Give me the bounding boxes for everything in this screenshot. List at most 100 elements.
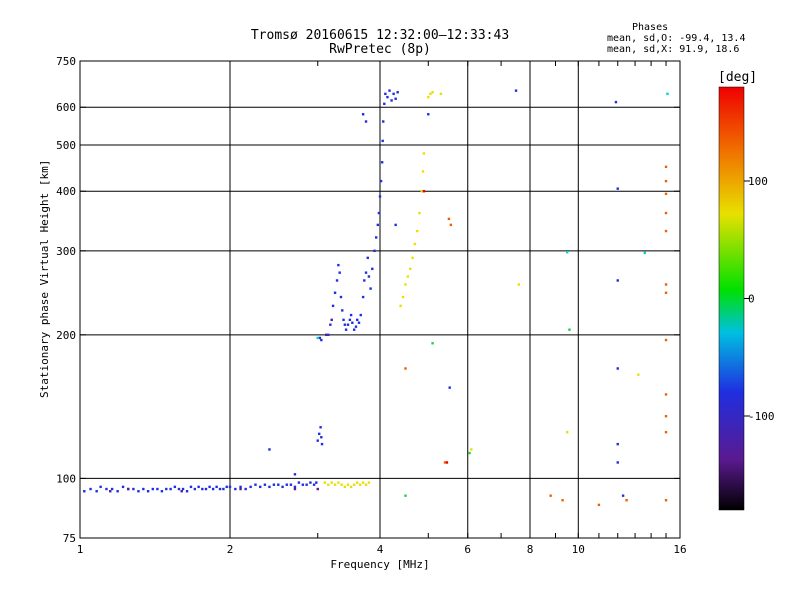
- colorbar-label: [deg]: [718, 70, 758, 85]
- data-point: [396, 91, 399, 94]
- data-point: [305, 483, 308, 486]
- data-point: [445, 461, 449, 464]
- data-point: [197, 485, 200, 489]
- data-point: [363, 279, 366, 282]
- data-point: [401, 295, 405, 299]
- data-point: [309, 481, 312, 484]
- colorbar-tick-label: 100: [748, 175, 768, 188]
- data-point: [422, 190, 426, 193]
- data-point: [239, 487, 242, 491]
- data-point: [211, 487, 215, 491]
- data-point: [468, 451, 471, 455]
- y-tick-label: 200: [56, 329, 76, 342]
- data-point: [421, 170, 425, 173]
- data-point: [664, 192, 668, 196]
- data-point: [193, 487, 197, 491]
- phase-title: Phases: [632, 22, 669, 33]
- data-point: [329, 323, 332, 326]
- data-point: [268, 448, 271, 451]
- colorbar-tick-label: -100: [748, 410, 775, 423]
- data-point: [346, 483, 350, 486]
- colorbar-ticks: 100 0 -100: [744, 175, 775, 423]
- data-point: [449, 223, 453, 227]
- data-point: [568, 328, 571, 331]
- data-point: [289, 483, 293, 486]
- data-point: [364, 120, 368, 123]
- data-point: [418, 211, 421, 215]
- data-point: [320, 442, 324, 446]
- data-point: [95, 490, 98, 493]
- data-point: [160, 490, 164, 493]
- data-point: [277, 483, 280, 486]
- data-point: [625, 499, 628, 502]
- data-point: [394, 223, 397, 227]
- data-point: [378, 195, 382, 198]
- data-point: [352, 483, 356, 486]
- data-point: [312, 483, 316, 486]
- data-point: [323, 481, 327, 484]
- data-point: [83, 490, 86, 493]
- data-point: [399, 304, 402, 308]
- x-axis-label: Frequency [MHz]: [330, 558, 430, 571]
- data-point: [319, 426, 322, 429]
- data-point: [249, 485, 252, 489]
- data-point: [616, 187, 619, 190]
- data-point: [361, 113, 365, 116]
- data-point: [293, 473, 297, 476]
- data-point: [359, 313, 362, 317]
- data-point: [413, 242, 417, 246]
- data-point: [337, 263, 340, 267]
- data-point: [116, 490, 119, 493]
- x-tick-label: 4: [377, 543, 384, 556]
- data-point: [331, 304, 335, 308]
- data-point: [420, 190, 423, 193]
- data-point: [244, 487, 247, 491]
- data-point: [431, 91, 434, 94]
- grid-layer: [80, 61, 680, 538]
- y-tick-label: 100: [56, 472, 76, 485]
- phase-stats-o: mean, sd,O: -99.4, 13.4: [607, 33, 746, 44]
- data-point: [355, 481, 359, 484]
- y-tick-label: 600: [56, 101, 76, 114]
- data-point: [614, 100, 618, 104]
- data-point: [373, 249, 376, 253]
- data-point: [342, 318, 345, 322]
- data-point: [320, 338, 323, 342]
- data-point: [185, 490, 189, 493]
- data-point: [177, 487, 181, 491]
- data-point: [317, 432, 321, 436]
- x-tick-label: 6: [464, 543, 471, 556]
- data-point: [406, 275, 410, 278]
- data-point: [349, 485, 353, 489]
- data-point: [517, 283, 521, 286]
- data-point: [358, 483, 362, 486]
- data-point: [330, 318, 333, 322]
- data-point: [335, 279, 339, 282]
- chart-subtitle: RwPretec (8p): [329, 42, 431, 57]
- colorbar: [718, 86, 745, 511]
- data-point: [404, 283, 407, 286]
- data-point: [448, 386, 451, 389]
- data-point: [137, 490, 140, 493]
- y-tick-label: 500: [56, 139, 76, 152]
- data-point: [259, 485, 262, 489]
- data-point: [316, 487, 319, 491]
- data-point: [173, 485, 177, 489]
- data-point: [394, 97, 397, 100]
- data-point: [357, 321, 361, 324]
- data-point: [409, 267, 412, 271]
- data-point: [384, 92, 387, 96]
- data-point: [263, 483, 267, 486]
- data-point: [349, 313, 353, 317]
- data-point: [215, 485, 218, 489]
- data-point: [338, 271, 341, 274]
- data-point: [127, 487, 130, 491]
- data-point: [411, 256, 414, 260]
- data-point: [132, 487, 135, 491]
- data-point: [285, 483, 288, 486]
- data-point: [343, 485, 347, 489]
- data-point: [549, 494, 552, 497]
- data-point: [346, 323, 350, 326]
- data-point: [142, 487, 145, 491]
